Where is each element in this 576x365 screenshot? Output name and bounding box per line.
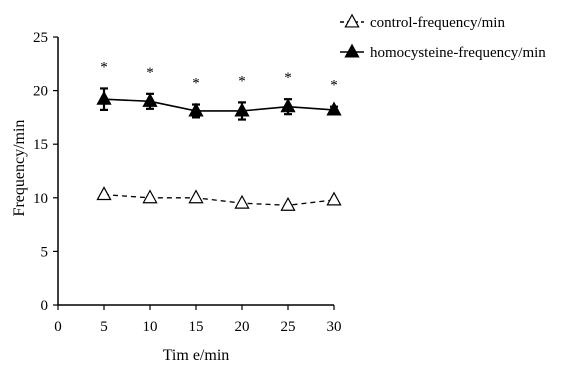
data-point <box>96 186 112 201</box>
series-line <box>103 193 335 206</box>
significance-star: * <box>100 59 108 75</box>
ticks: 0 5 10 15 20 25 30 0 5 10 15 20 25 <box>33 30 342 335</box>
x-tick-label: 30 <box>327 319 342 335</box>
y-tick-label: 25 <box>33 30 48 46</box>
legend-item: control-frequency/min <box>340 13 505 31</box>
series-1 <box>96 186 342 211</box>
series-2 <box>96 87 342 121</box>
legend: control-frequency/min homocysteine-freque… <box>340 13 546 61</box>
y-tick-label: 20 <box>33 84 48 100</box>
y-tick-label: 10 <box>33 191 48 207</box>
data-point <box>280 196 296 211</box>
x-tick-label: 20 <box>235 319 250 335</box>
significance-star: * <box>238 73 246 89</box>
data-point <box>326 191 342 206</box>
data-point <box>142 189 158 204</box>
data-point <box>326 101 342 116</box>
legend-label: control-frequency/min <box>370 15 505 31</box>
x-tick-label: 15 <box>189 319 204 335</box>
legend-marker <box>344 43 360 58</box>
significance-star: * <box>192 76 200 92</box>
y-axis-title: Frequency/min <box>11 120 28 217</box>
x-tick-label: 25 <box>281 319 296 335</box>
x-tick-label: 5 <box>100 319 108 335</box>
legend-marker <box>344 13 360 28</box>
data-point <box>234 102 250 117</box>
x-tick-label: 10 <box>143 319 158 335</box>
significance-star: * <box>330 78 338 94</box>
series <box>96 87 342 211</box>
legend-label: homocysteine-frequency/min <box>370 45 546 61</box>
data-point <box>280 98 296 113</box>
x-axis-title: Tim e/min <box>163 347 230 364</box>
y-tick-label: 0 <box>41 298 49 314</box>
significance-star: * <box>284 70 292 86</box>
series-line <box>103 98 335 112</box>
y-tick-label: 5 <box>41 244 49 260</box>
x-tick-label: 0 <box>54 319 62 335</box>
significance-markers: * * * * * * <box>100 59 338 93</box>
data-point <box>188 102 204 117</box>
data-point <box>188 189 204 204</box>
data-point <box>234 194 250 209</box>
y-tick-label: 15 <box>33 137 48 153</box>
data-point <box>142 92 158 107</box>
significance-star: * <box>146 65 154 81</box>
data-point <box>96 90 112 105</box>
legend-item: homocysteine-frequency/min <box>340 43 546 61</box>
